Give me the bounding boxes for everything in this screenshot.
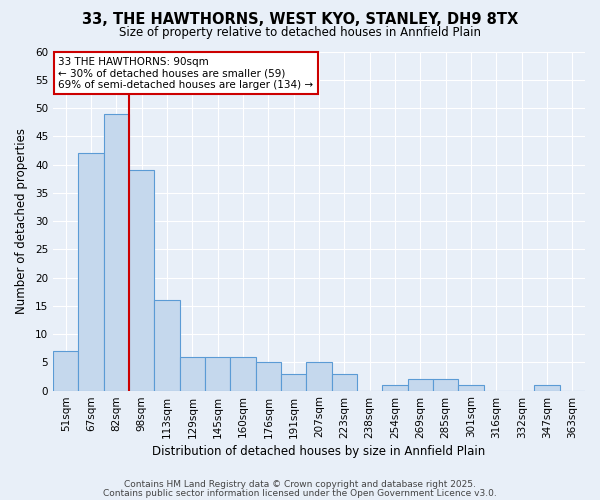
Text: Contains HM Land Registry data © Crown copyright and database right 2025.: Contains HM Land Registry data © Crown c…: [124, 480, 476, 489]
Bar: [458, 385, 484, 390]
Bar: [205, 356, 230, 390]
X-axis label: Distribution of detached houses by size in Annfield Plain: Distribution of detached houses by size …: [152, 444, 485, 458]
Bar: [332, 374, 357, 390]
Bar: [382, 385, 407, 390]
Text: Size of property relative to detached houses in Annfield Plain: Size of property relative to detached ho…: [119, 26, 481, 39]
Bar: [307, 362, 332, 390]
Bar: [53, 351, 79, 391]
Bar: [281, 374, 307, 390]
Bar: [104, 114, 129, 390]
Text: 33 THE HAWTHORNS: 90sqm
← 30% of detached houses are smaller (59)
69% of semi-de: 33 THE HAWTHORNS: 90sqm ← 30% of detache…: [58, 56, 314, 90]
Bar: [407, 380, 433, 390]
Bar: [129, 170, 154, 390]
Text: Contains public sector information licensed under the Open Government Licence v3: Contains public sector information licen…: [103, 489, 497, 498]
Y-axis label: Number of detached properties: Number of detached properties: [15, 128, 28, 314]
Bar: [433, 380, 458, 390]
Bar: [256, 362, 281, 390]
Bar: [230, 356, 256, 390]
Bar: [79, 153, 104, 390]
Text: 33, THE HAWTHORNS, WEST KYO, STANLEY, DH9 8TX: 33, THE HAWTHORNS, WEST KYO, STANLEY, DH…: [82, 12, 518, 28]
Bar: [154, 300, 180, 390]
Bar: [180, 356, 205, 390]
Bar: [535, 385, 560, 390]
